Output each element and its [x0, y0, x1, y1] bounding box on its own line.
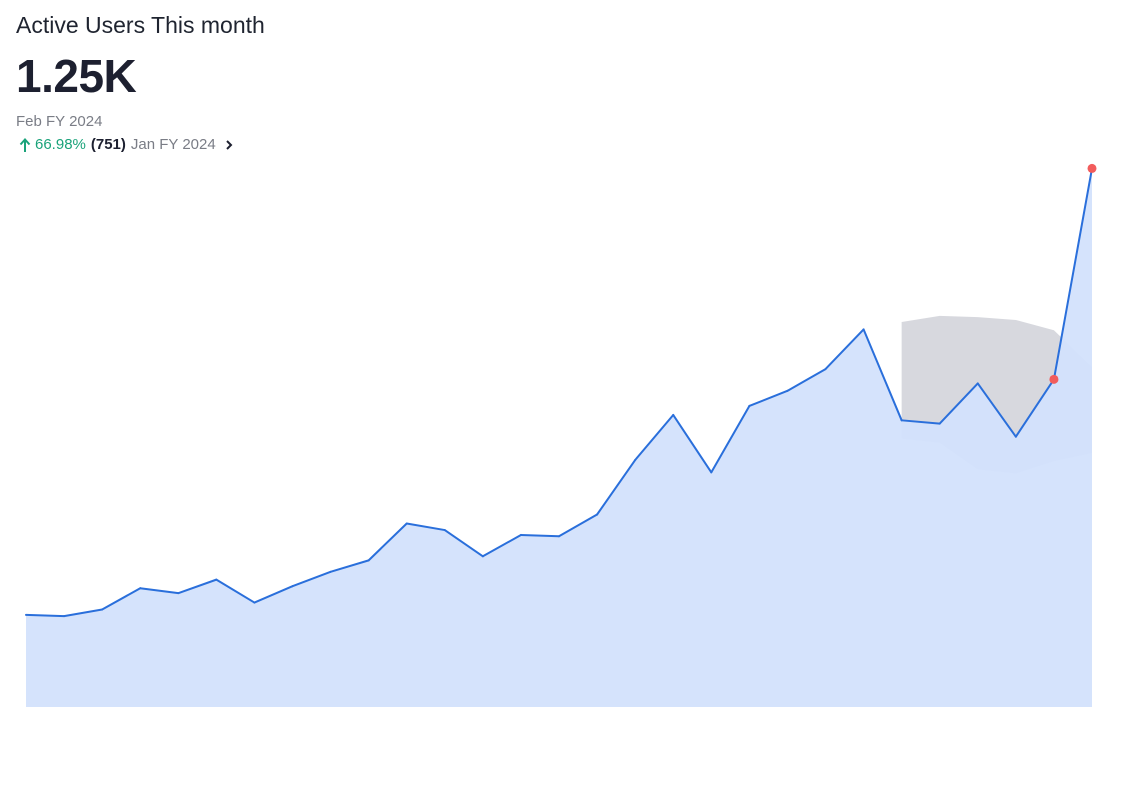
line-segment: [291, 570, 332, 588]
point-layer: [1049, 163, 1097, 384]
line-segment: [139, 587, 180, 595]
line-segment: [900, 419, 941, 425]
line-segment: [1052, 167, 1093, 381]
line-segment: [443, 529, 484, 558]
card-title: Active Users This month: [16, 12, 265, 38]
line-segment: [672, 413, 713, 474]
line-segment: [710, 404, 751, 474]
line-segment: [634, 413, 675, 462]
line-segment: [519, 533, 560, 538]
line-segment: [405, 522, 446, 532]
line-segment: [481, 533, 522, 558]
line-segment: [101, 587, 142, 611]
area-layer: [26, 168, 1092, 707]
change-percent: 66.98%: [35, 136, 86, 153]
line-segment: [253, 585, 294, 604]
line-segment: [1014, 378, 1055, 438]
line-segment: [558, 513, 599, 538]
change-absolute: (751): [90, 136, 126, 153]
line-segment: [596, 459, 637, 516]
period-label: Feb FY 2024: [16, 113, 103, 130]
highlight-point: [1049, 374, 1059, 384]
compare-period: Jan FY 2024: [130, 136, 216, 153]
line-segment: [329, 559, 370, 573]
card-header: Active Users This month 1.25K Feb FY 202…: [16, 10, 716, 156]
line-segment: [786, 368, 827, 392]
arrow-up-icon: [19, 138, 31, 152]
chevron-right-icon[interactable]: [224, 138, 234, 152]
line-segment: [177, 578, 218, 595]
line-segment: [367, 522, 408, 562]
line-layer: [25, 167, 1093, 618]
line-segment: [25, 613, 66, 618]
line-segment: [938, 382, 979, 425]
line-segment: [862, 328, 903, 422]
line-segment: [976, 382, 1017, 438]
line-segment: [63, 608, 104, 618]
metric-value: 1.25K: [16, 50, 137, 102]
highlight-point: [1087, 163, 1097, 173]
line-segment: [215, 578, 256, 604]
area-fill: [26, 168, 1092, 707]
line-segment: [824, 328, 865, 371]
line-segment: [748, 389, 789, 407]
comparison-link[interactable]: 66.98% (751) Jan FY 2024: [16, 134, 716, 156]
